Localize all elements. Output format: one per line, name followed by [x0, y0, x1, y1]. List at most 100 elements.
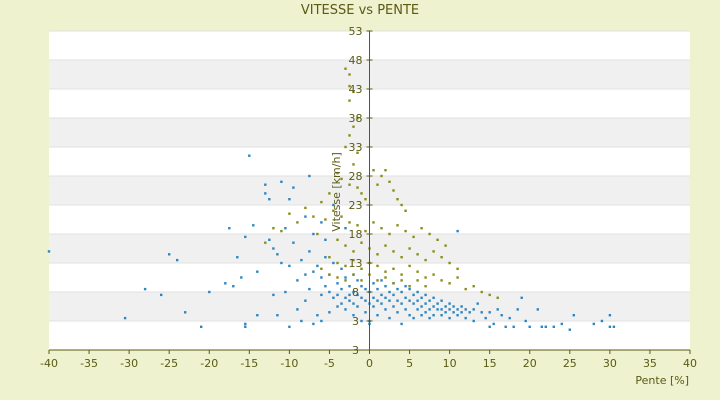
data-point [528, 325, 531, 328]
data-point [380, 174, 383, 178]
data-point [320, 221, 323, 224]
x-tick-label: -35 [80, 357, 98, 370]
data-point [424, 293, 427, 297]
data-point [352, 250, 355, 253]
data-point [376, 287, 379, 291]
data-point [472, 319, 475, 323]
data-point [396, 224, 399, 227]
x-tick-label: 10 [443, 357, 457, 370]
data-point [440, 279, 443, 282]
data-point [444, 244, 447, 247]
data-point [304, 206, 307, 210]
data-point [416, 308, 419, 311]
data-point [464, 287, 467, 291]
data-point [416, 270, 419, 273]
data-point [392, 305, 395, 308]
data-point [416, 279, 419, 282]
y-tick-label: 53 [349, 25, 363, 38]
data-point [328, 192, 331, 195]
data-point [344, 279, 347, 282]
data-point [408, 314, 411, 317]
data-point [340, 215, 343, 218]
data-point [400, 203, 403, 207]
data-point [316, 232, 319, 236]
x-tick-label: -40 [40, 357, 58, 370]
data-point [456, 276, 459, 279]
data-point [448, 282, 451, 285]
x-tick-label: 25 [563, 357, 577, 370]
x-tick-label: 20 [523, 357, 537, 370]
data-point [364, 229, 367, 233]
data-point [524, 319, 527, 323]
data-point [500, 314, 503, 317]
y-tick-label: 33 [349, 141, 363, 154]
data-point [143, 287, 147, 291]
data-point [264, 241, 267, 244]
y-tick-label: 48 [349, 54, 363, 67]
data-point [320, 293, 323, 297]
data-point [424, 285, 427, 288]
data-point [312, 215, 315, 218]
data-point [460, 305, 463, 308]
data-point [244, 235, 247, 239]
data-point [572, 314, 575, 317]
data-point [344, 145, 347, 149]
data-point [432, 305, 435, 308]
data-point [392, 282, 395, 285]
data-point [360, 192, 363, 195]
y-tick-label: 3 [352, 315, 359, 328]
data-point [268, 238, 271, 241]
data-point [312, 322, 315, 326]
data-point [552, 325, 555, 328]
data-point [304, 299, 307, 302]
data-points [47, 67, 616, 331]
data-point [184, 311, 187, 314]
data-point [256, 270, 259, 273]
data-point [460, 311, 463, 314]
data-point [372, 221, 375, 224]
data-point [288, 212, 291, 215]
data-point [248, 154, 251, 157]
data-point [404, 296, 407, 299]
data-point [356, 151, 359, 154]
data-point [244, 325, 247, 328]
data-point [420, 314, 423, 317]
data-point [428, 308, 431, 311]
data-point [388, 232, 391, 236]
data-point [384, 270, 387, 273]
data-point [352, 302, 355, 305]
data-point [512, 325, 515, 328]
data-point [336, 276, 339, 279]
data-point [232, 285, 235, 288]
data-point [352, 290, 355, 294]
data-point [312, 270, 315, 273]
x-tick-label: 40 [683, 357, 697, 370]
chart-title: VITESSE vs PENTE [301, 3, 419, 18]
data-point [208, 290, 211, 294]
data-point [380, 279, 383, 282]
data-point [508, 316, 511, 320]
data-point [428, 232, 431, 236]
x-tick-label: 0 [366, 357, 373, 370]
data-point [388, 290, 391, 294]
data-point [440, 256, 443, 259]
data-point [360, 241, 363, 244]
data-point [408, 287, 411, 291]
data-point [448, 302, 451, 305]
data-point [536, 308, 539, 311]
data-point [608, 314, 612, 317]
data-point [496, 296, 499, 299]
data-point [448, 316, 451, 320]
data-point [436, 308, 439, 311]
data-point [400, 322, 403, 326]
data-point [356, 224, 359, 227]
data-point [448, 308, 451, 311]
data-point [392, 250, 395, 253]
data-point [372, 296, 375, 299]
data-point [444, 305, 447, 308]
data-point [348, 285, 351, 288]
x-tick-label: 35 [643, 357, 657, 370]
data-point [504, 325, 507, 328]
data-point [332, 203, 335, 207]
data-point [316, 264, 319, 268]
